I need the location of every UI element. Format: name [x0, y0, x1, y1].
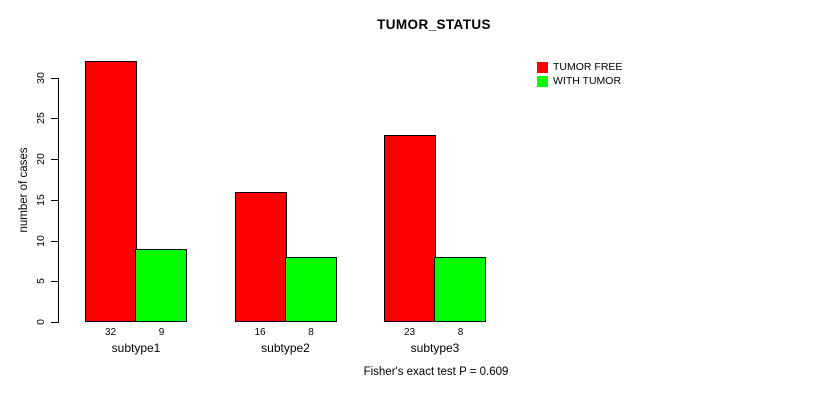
y-axis-line: [58, 77, 59, 323]
bar-with-tumor-subtype2: [284, 256, 337, 322]
x-category-label: subtype3: [410, 341, 460, 355]
chart-title: TUMOR_STATUS: [377, 17, 491, 32]
y-tick: [51, 199, 58, 201]
bar-value-label: 8: [457, 327, 464, 338]
y-tick: [51, 322, 58, 323]
annotation-fisher-test: Fisher's exact test P = 0.609: [363, 366, 509, 378]
bar-value-label: 8: [308, 327, 314, 338]
x-category-label: subtype2: [261, 341, 310, 355]
legend-label-with-tumor: WITH TUMOR: [553, 75, 622, 87]
bar-tumor-free-subtype1: [85, 61, 137, 322]
legend-label-tumor-free: TUMOR FREE: [553, 61, 623, 73]
y-tick: [51, 281, 58, 283]
bar-with-tumor-subtype1: [135, 248, 187, 322]
bar-value-label: 9: [158, 327, 165, 338]
bar-tumor-free-subtype3: [384, 134, 436, 322]
y-tick-label: 10: [35, 234, 47, 247]
y-tick-label: 5: [35, 278, 47, 285]
legend-item-with-tumor: WITH TUMOR: [537, 75, 622, 87]
y-tick: [51, 240, 58, 242]
y-tick-label: 25: [35, 112, 47, 125]
bar-with-tumor-subtype3: [434, 256, 486, 322]
bar-value-label: 32: [104, 327, 117, 338]
bar-value-label: 23: [403, 327, 416, 338]
bar-value-label: 16: [254, 327, 266, 338]
y-tick-label: 20: [35, 153, 47, 165]
y-tick-label: 30: [35, 71, 47, 84]
y-tick: [51, 77, 58, 79]
legend-swatch-tumor-free-icon: [537, 61, 548, 73]
y-axis-label: number of cases: [18, 147, 30, 233]
legend-item-tumor-free: TUMOR FREE: [537, 61, 622, 73]
y-tick: [51, 159, 58, 160]
y-tick-label: 0: [35, 319, 47, 325]
x-category-label: subtype1: [111, 341, 161, 355]
bar-tumor-free-subtype2: [234, 191, 287, 322]
y-tick: [51, 118, 58, 120]
legend: TUMOR FREE WITH TUMOR: [537, 61, 622, 89]
legend-swatch-with-tumor-icon: [537, 75, 548, 87]
y-tick-label: 15: [35, 193, 47, 206]
